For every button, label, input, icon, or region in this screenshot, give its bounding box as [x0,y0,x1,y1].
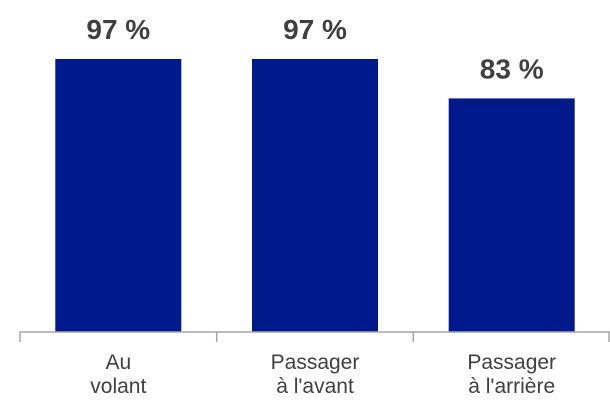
category-label-2: Passager à l'avant [271,351,360,398]
category-label-line: Passager [467,351,556,374]
value-label-1: 97 % [86,14,150,45]
value-label-3: 83 % [480,53,544,84]
category-label-1: Au volant [90,351,146,398]
bars-group [55,59,574,332]
category-label-line: à l'avant [276,375,354,398]
value-label-2: 97 % [283,14,347,45]
category-label-line: Au [105,351,131,374]
category-label-line: volant [90,375,146,398]
bar-1 [55,59,181,332]
bar-3 [449,98,575,332]
x-axis [20,332,610,342]
category-label-3: Passager à l'arrière [467,351,556,398]
category-label-line: à l'arrière [468,375,555,398]
category-label-line: Passager [271,351,360,374]
bar-2 [252,59,378,332]
